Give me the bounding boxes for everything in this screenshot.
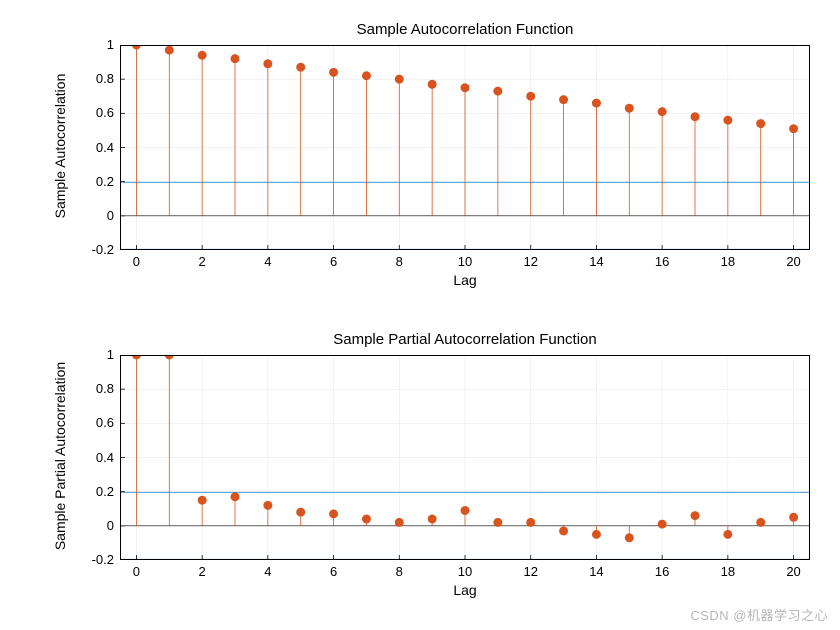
stem-marker xyxy=(395,518,404,527)
ytick-label: 0.2 xyxy=(74,484,114,499)
pacf-ylabel: Sample Partial Autocorrelation xyxy=(52,346,68,566)
watermark: CSDN @机器学习之心 xyxy=(690,605,828,624)
stem-marker xyxy=(198,496,207,505)
ytick-label: -0.2 xyxy=(74,552,114,567)
stem-marker xyxy=(362,515,371,524)
stem-marker xyxy=(625,533,634,542)
xtick-label: 12 xyxy=(516,564,546,579)
stem-marker xyxy=(592,530,601,539)
stem-marker xyxy=(756,518,765,527)
figure: Sample Autocorrelation Function Sample A… xyxy=(0,0,840,630)
ytick-label: 0.6 xyxy=(74,415,114,430)
ytick-label: 1 xyxy=(74,347,114,362)
xtick-label: 16 xyxy=(647,564,677,579)
stem-marker xyxy=(559,526,568,535)
xtick-label: 10 xyxy=(450,564,480,579)
pacf-chart xyxy=(120,355,810,560)
ytick-label: 0.4 xyxy=(74,450,114,465)
xtick-label: 14 xyxy=(581,564,611,579)
stem-marker xyxy=(723,530,732,539)
stem-marker xyxy=(493,518,502,527)
stem-marker xyxy=(526,518,535,527)
ytick-label: 0 xyxy=(74,518,114,533)
stem-marker xyxy=(789,513,798,522)
pacf-title: Sample Partial Autocorrelation Function xyxy=(120,331,810,348)
stem-marker xyxy=(461,506,470,515)
stem-marker xyxy=(658,520,667,529)
pacf-xlabel: Lag xyxy=(120,582,810,598)
xtick-label: 8 xyxy=(384,564,414,579)
stem-marker xyxy=(263,501,272,510)
xtick-label: 18 xyxy=(713,564,743,579)
xtick-label: 6 xyxy=(319,564,349,579)
xtick-label: 0 xyxy=(121,564,151,579)
stem-marker xyxy=(428,515,437,524)
xtick-label: 2 xyxy=(187,564,217,579)
xtick-label: 4 xyxy=(253,564,283,579)
ytick-label: 0.8 xyxy=(74,381,114,396)
stem-marker xyxy=(329,509,338,518)
stem-marker xyxy=(231,492,240,501)
stem-marker xyxy=(296,508,305,517)
pacf-subplot: Sample Partial Autocorrelation Function … xyxy=(0,0,840,630)
xtick-label: 20 xyxy=(779,564,809,579)
stem-marker xyxy=(691,511,700,520)
